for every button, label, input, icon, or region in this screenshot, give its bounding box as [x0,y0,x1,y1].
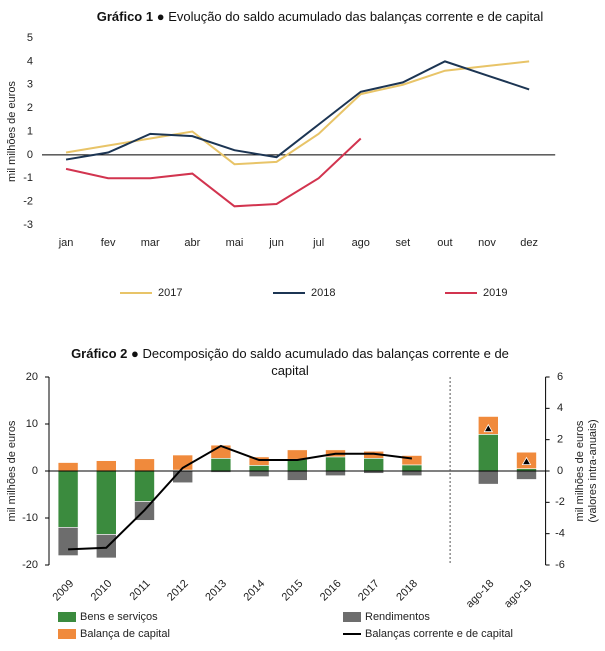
series-line [68,444,413,551]
y-tick-label: 10 [26,418,38,430]
y-tick-label: 2 [27,102,33,114]
y2-tick-label: -2 [555,496,565,508]
y-tick-label: 3 [27,79,33,91]
bar-segment [248,456,270,466]
y2-tick-label: 4 [557,402,563,414]
y-axis-title: mil milhões de euros [6,420,18,521]
bar-segment [248,465,270,472]
legend-label: 2018 [311,287,335,299]
y-axis-title: mil milhões de euros [6,81,18,182]
legend-swatch [343,612,361,622]
y-tick-label: -1 [23,172,33,184]
x-tick-label: 2009 [50,578,76,604]
x-tick-label: mai [226,237,244,249]
legend-label: Balança de capital [80,628,170,640]
legend-label: Balanças corrente e de capital [365,628,513,640]
bar-segment [286,470,308,481]
bar-segment [516,470,537,480]
y2-tick-label: 0 [557,465,563,477]
legend-label: Rendimentos [365,611,430,623]
bar-segment [477,434,499,472]
y2-tick-label: 6 [557,371,563,383]
bar-segment [325,470,346,476]
bar-segment [401,455,423,466]
bar-segment [57,470,79,528]
bar-segment [248,470,270,477]
y-tick-label: 1 [27,125,33,137]
marker [483,423,493,433]
x-tick-label: dez [520,237,538,249]
bar-segment [134,470,155,502]
x-tick-label: ago-18 [464,578,497,611]
x-tick-label: jun [268,237,284,249]
x-tick-label: 2017 [356,578,382,604]
y-tick-label: -2 [23,196,33,208]
x-tick-label: nov [478,237,496,249]
y-tick-label: -3 [23,219,33,231]
legend-swatch [58,629,76,639]
x-tick-label: 2014 [241,578,267,604]
x-tick-label: abr [184,237,200,249]
y2-axis-title: (valores intra-anuais) [587,419,599,522]
bar-segment [134,458,155,472]
y-tick-label: -20 [22,559,38,571]
bar-segment [286,449,308,460]
y-tick-label: 4 [27,55,33,67]
bar-segment [57,462,79,472]
chart-1-title: Gráfico 1 ● Evolução do saldo acumulado … [70,8,570,25]
bar-segment [477,470,499,485]
x-tick-label: 2016 [318,578,344,604]
x-tick-label: set [396,237,411,249]
series-line [65,60,530,161]
x-tick-label: ago-19 [502,578,535,611]
legend-swatch [58,612,76,622]
x-tick-label: mar [141,237,160,249]
marker [521,456,532,465]
bar-segment [401,470,423,476]
legend-label: 2017 [158,287,182,299]
y-tick-label: -10 [22,512,38,524]
bar-segment [96,460,117,472]
y-tick-label: 0 [32,465,38,477]
y2-tick-label: 2 [557,434,563,446]
chart-2-title: Gráfico 2 ● Decomposição do saldo acumul… [65,345,515,379]
x-tick-label: 2011 [127,578,152,603]
bar-segment [210,444,232,459]
title-number: Gráfico 1 ● [96,9,165,24]
x-tick-label: jul [312,237,324,249]
legend-label: 2019 [483,287,507,299]
y2-axis-title: mil milhões de euros [574,420,586,521]
y2-tick-label: -4 [555,528,565,540]
legend-label: Bens e serviços [80,611,158,623]
bar-segment [96,470,117,535]
bar-segment [401,464,423,472]
bar-segment [363,458,385,472]
series-line [65,137,362,208]
x-tick-label: 2012 [165,578,191,604]
x-tick-label: 2015 [280,578,306,604]
y2-tick-label: -6 [555,559,565,571]
series-line [65,60,530,166]
y-tick-label: 5 [27,32,33,44]
x-tick-label: ago [352,237,370,249]
bar-segment [57,527,79,556]
x-tick-label: jan [58,237,74,249]
title-number: Gráfico 2 ● [71,346,139,361]
bar-segment [210,458,232,472]
title-text: Decomposição do saldo acumulado das bala… [142,346,509,378]
bar-segment [325,456,346,472]
x-tick-label: 2010 [89,578,115,604]
x-tick-label: fev [101,237,116,249]
x-tick-label: 2018 [394,578,420,604]
x-tick-label: 2013 [203,578,229,604]
title-text: Evolução do saldo acumulado das balanças… [168,9,544,24]
y-tick-label: 20 [26,371,38,383]
bar-segment [96,534,117,559]
y-tick-label: 0 [27,149,33,161]
x-tick-label: out [437,237,452,249]
